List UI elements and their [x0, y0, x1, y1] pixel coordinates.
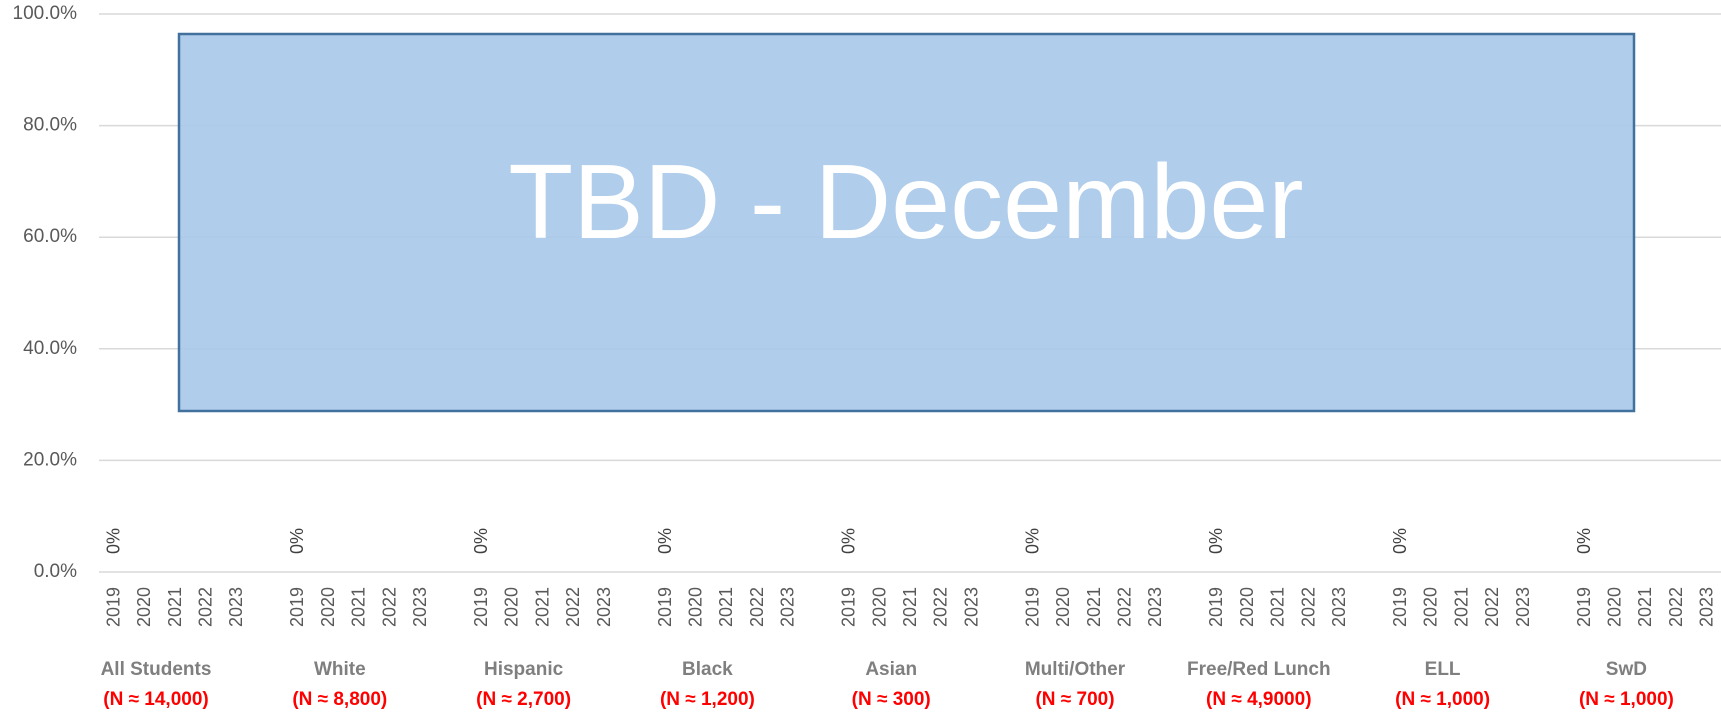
x-tick-label: 2021	[1084, 587, 1104, 627]
group-n-label: (N ≈ 700)	[1035, 689, 1114, 710]
x-tick-label: 2021	[1635, 587, 1655, 627]
x-tick-label: 2022	[1298, 587, 1318, 627]
y-tick-label: 80.0%	[23, 115, 77, 136]
value-label: 0%	[1574, 528, 1594, 554]
x-tick-label: 2020	[869, 587, 889, 627]
value-label: 0%	[103, 528, 123, 554]
group-n-label: (N ≈ 300)	[852, 689, 931, 710]
y-tick-label: 40.0%	[23, 338, 77, 359]
x-tick-label: 2021	[900, 587, 920, 627]
x-tick-label: 2023	[1329, 587, 1349, 627]
x-tick-label: 2022	[1114, 587, 1134, 627]
value-label: 0%	[1206, 528, 1226, 554]
group-label: SwD	[1606, 659, 1647, 680]
x-tick-label: 2020	[1604, 587, 1624, 627]
annotation-box	[177, 32, 1636, 413]
group-n-label: (N ≈ 1,000)	[1395, 689, 1490, 710]
x-tick-label: 2019	[1390, 587, 1410, 627]
x-tick-label: 2023	[778, 587, 798, 627]
x-tick-label: 2022	[747, 587, 767, 627]
value-label: 0%	[839, 528, 859, 554]
x-tick-label: 2023	[594, 587, 614, 627]
group-n-label: (N ≈ 8,800)	[292, 689, 387, 710]
x-tick-label: 2021	[1451, 587, 1471, 627]
x-tick-label: 2023	[1145, 587, 1165, 627]
x-tick-label: 2021	[349, 587, 369, 627]
group-label: Free/Red Lunch	[1187, 659, 1331, 680]
x-tick-label: 2019	[655, 587, 675, 627]
group-label: Asian	[865, 659, 917, 680]
x-tick-label: 2020	[1237, 587, 1257, 627]
x-tick-label: 2019	[1206, 587, 1226, 627]
x-tick-label: 2023	[1697, 587, 1717, 627]
x-tick-label: 2022	[931, 587, 951, 627]
group-label: Multi/Other	[1025, 659, 1126, 680]
group-n-label: (N ≈ 1,200)	[660, 689, 755, 710]
group-n-label: (N ≈ 1,000)	[1579, 689, 1674, 710]
x-tick-label: 2019	[1574, 587, 1594, 627]
group-label: White	[314, 659, 366, 680]
x-tick-label: 2020	[318, 587, 338, 627]
x-tick-label: 2022	[563, 587, 583, 627]
group-n-label: (N ≈ 2,700)	[476, 689, 571, 710]
x-tick-label: 2019	[471, 587, 491, 627]
x-tick-label: 2023	[410, 587, 430, 627]
value-label: 0%	[1022, 528, 1042, 554]
group-n-label: (N ≈ 4,9000)	[1206, 689, 1311, 710]
x-tick-label: 2021	[532, 587, 552, 627]
x-tick-label: 2020	[685, 587, 705, 627]
x-tick-label: 2022	[379, 587, 399, 627]
x-tick-label: 2022	[195, 587, 215, 627]
y-tick-label: 0.0%	[34, 561, 77, 582]
y-tick-label: 20.0%	[23, 449, 77, 470]
x-tick-label: 2023	[226, 587, 246, 627]
value-label: 0%	[287, 528, 307, 554]
x-tick-label: 2023	[1513, 587, 1533, 627]
x-tick-label: 2021	[1268, 587, 1288, 627]
x-tick-label: 2021	[716, 587, 736, 627]
group-label: Black	[682, 659, 733, 680]
x-tick-label: 2019	[103, 587, 123, 627]
x-tick-label: 2019	[839, 587, 859, 627]
group-label: Hispanic	[484, 659, 564, 680]
x-tick-label: 2020	[502, 587, 522, 627]
x-tick-label: 2021	[165, 587, 185, 627]
x-tick-label: 2020	[1053, 587, 1073, 627]
value-label: 0%	[471, 528, 491, 554]
group-label: ELL	[1425, 659, 1461, 680]
x-tick-label: 2022	[1666, 587, 1686, 627]
y-tick-label: 60.0%	[23, 226, 77, 247]
x-tick-label: 2020	[1421, 587, 1441, 627]
x-tick-label: 2020	[134, 587, 154, 627]
group-n-label: (N ≈ 14,000)	[103, 689, 208, 710]
value-label: 0%	[655, 528, 675, 554]
annotation: TBD - December	[508, 143, 1303, 261]
x-tick-label: 2019	[1022, 587, 1042, 627]
value-label: 0%	[1390, 528, 1410, 554]
x-tick-label: 2023	[961, 587, 981, 627]
group-label: All Students	[101, 659, 212, 680]
y-tick-label: 100.0%	[13, 3, 78, 24]
x-tick-label: 2019	[287, 587, 307, 627]
x-tick-label: 2022	[1482, 587, 1502, 627]
